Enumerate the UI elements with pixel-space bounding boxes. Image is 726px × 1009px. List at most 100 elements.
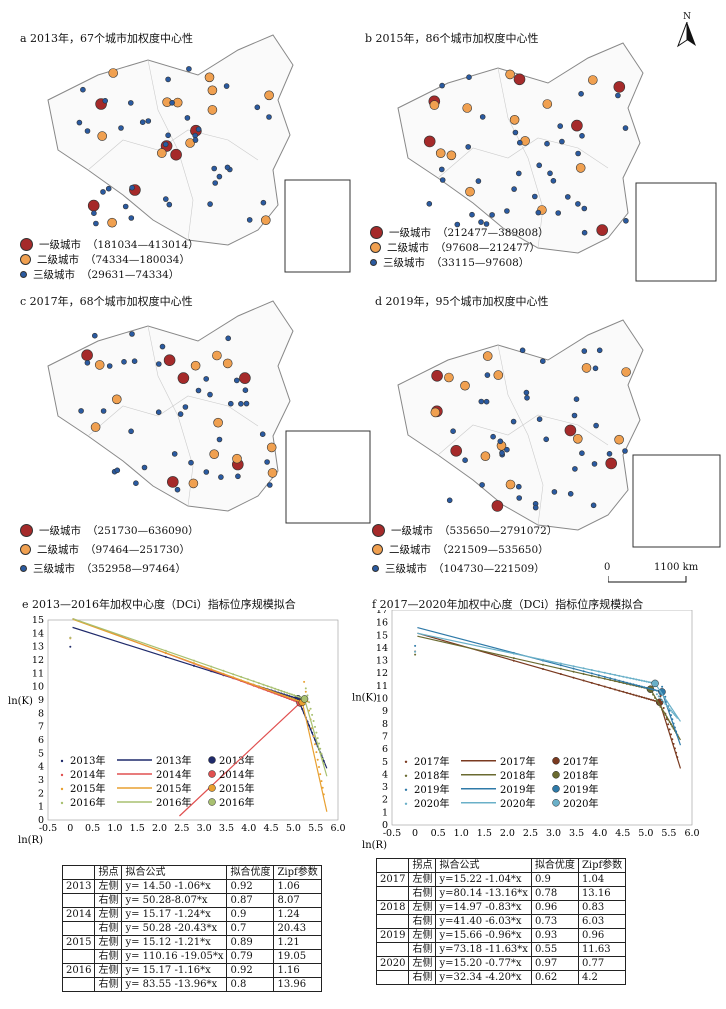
scale-end: 1100 km (654, 562, 699, 573)
plot-area (391, 610, 693, 826)
tier1-marker-icon (372, 524, 385, 537)
city-marker (166, 201, 173, 208)
city-marker (76, 119, 83, 126)
city-marker (462, 457, 468, 463)
x-tick-label: 4.5 (615, 828, 630, 839)
table-cell (61, 949, 96, 964)
city-marker (188, 478, 199, 489)
legend-label: 2017年 (563, 755, 598, 768)
city-marker (573, 434, 583, 444)
city-marker (216, 436, 223, 443)
legend-item-tier2: 二级城市 （74334—180034） (20, 252, 199, 267)
data-point (657, 695, 660, 698)
city-marker (188, 459, 194, 466)
city-marker (429, 100, 440, 110)
city-marker (141, 464, 148, 471)
city-marker (482, 351, 493, 361)
city-marker (185, 138, 195, 148)
fit-line-right (179, 702, 301, 817)
table-header-row: 拐点 拟合公式 拟合优度 Zipf参数 (61, 865, 322, 880)
city-marker (192, 137, 199, 143)
legend-label: 2020年 (563, 797, 598, 810)
table-cell: 0.87 (226, 893, 275, 908)
city-marker (92, 332, 98, 339)
city-marker (480, 451, 491, 461)
data-point (314, 743, 316, 746)
city-marker (489, 212, 495, 218)
y-tick-label: 4 (382, 769, 388, 780)
table-row: 右侧 y= 50.28 -20.43*x 0.7 20.43 (61, 921, 322, 936)
table-cell: 0.9 (530, 872, 579, 887)
table-cell: 左侧 (94, 935, 123, 950)
table-cell: 0.83 (577, 900, 627, 915)
table-cell: 右侧 (408, 970, 437, 985)
data-point (661, 699, 664, 702)
city-marker (478, 398, 485, 405)
city-marker (596, 224, 608, 236)
data-point (315, 731, 318, 734)
city-marker (536, 416, 543, 422)
table-cell: 左侧 (408, 928, 437, 943)
y-tick-label: 16 (376, 618, 388, 629)
city-marker (497, 438, 504, 445)
city-marker (613, 81, 626, 93)
city-marker (264, 459, 270, 465)
y-tick-label: 0 (382, 820, 388, 831)
table-cell: y=41.40 -6.03*x (435, 914, 532, 929)
city-marker (450, 445, 462, 457)
x-tick-label: 2.5 (523, 828, 538, 839)
city-marker (105, 185, 112, 192)
data-point (318, 742, 320, 745)
tier1-marker-icon (20, 238, 33, 251)
table-cell: 1.24 (273, 907, 322, 922)
city-marker (462, 103, 472, 113)
x-tick-label: -0.5 (39, 823, 57, 834)
table-cell: 19.05 (273, 949, 322, 964)
y-tick-label: 5 (382, 757, 388, 768)
table-row: 右侧 y= 50.28-8.07*x 0.87 8.07 (61, 893, 322, 908)
city-marker (579, 450, 585, 456)
x-tick-label: 3.5 (569, 828, 584, 839)
city-marker (218, 474, 224, 480)
table-cell: y= 15.17 -1.24*x (121, 907, 228, 922)
city-marker (213, 417, 223, 428)
city-marker (571, 119, 583, 132)
data-point (316, 737, 319, 740)
x-tick-label: 0.5 (431, 828, 446, 839)
data-point (311, 713, 314, 716)
city-marker (484, 372, 491, 378)
city-marker (207, 105, 218, 115)
city-marker (516, 170, 522, 177)
city-marker (81, 349, 93, 361)
table-cell: 左侧 (94, 963, 123, 978)
city-marker (479, 114, 486, 120)
data-point (414, 653, 417, 656)
city-marker (465, 186, 475, 197)
table-row: 右侧 y= 83.55 -13.96*x 0.8 13.96 (61, 977, 322, 992)
table-cell: 0.79 (226, 949, 275, 964)
tier3-marker-icon (372, 565, 379, 572)
city-marker (575, 201, 581, 207)
city-marker (460, 380, 470, 391)
city-marker (559, 138, 565, 145)
data-point (318, 766, 320, 768)
city-marker (524, 395, 530, 401)
table-cell: 2014 (61, 907, 96, 922)
city-marker (578, 91, 584, 97)
x-tick-label: 3.5 (219, 823, 234, 834)
city-marker (211, 165, 217, 172)
data-point (315, 751, 318, 754)
legend-item-tier2: 二级城市 （221509—535650） (372, 542, 557, 557)
x-tick-label: 5.0 (638, 828, 653, 839)
x-tick-label: 1.5 (130, 823, 145, 834)
legend-item-tier2: 二级城市 （97464—251730） (20, 542, 199, 557)
y-tick-label: 14 (32, 628, 44, 639)
city-marker (542, 99, 553, 109)
fit-line-right (661, 691, 682, 746)
table-row: 2019 左侧 y=15.66 -0.96*x 0.93 0.96 (375, 928, 627, 943)
legend-label: 2019年 (414, 783, 449, 796)
table-header-row: 拐点 拟合公式 拟合优度 Zipf参数 (375, 858, 627, 873)
x-tick-label: 5.5 (308, 823, 323, 834)
table-cell: y= 50.28-8.07*x (121, 893, 228, 908)
city-marker (423, 135, 436, 148)
